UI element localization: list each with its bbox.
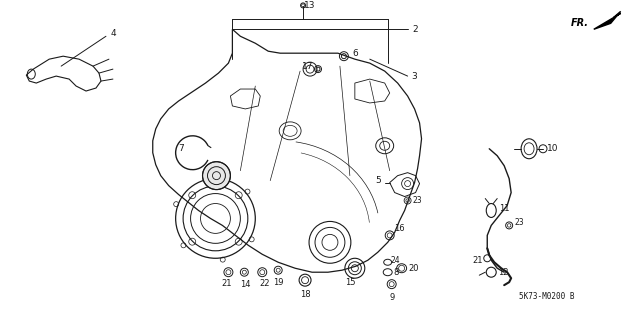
Text: 13: 13 — [304, 1, 316, 10]
Text: 12: 12 — [498, 268, 508, 277]
Text: 23: 23 — [515, 218, 524, 227]
Text: 15: 15 — [344, 278, 355, 287]
Text: 8: 8 — [393, 268, 398, 277]
Text: 3: 3 — [412, 71, 417, 81]
Text: 23: 23 — [413, 196, 422, 205]
Text: 16: 16 — [394, 224, 405, 233]
Text: 10: 10 — [547, 144, 559, 153]
Text: 14: 14 — [240, 280, 251, 289]
Text: 9: 9 — [389, 293, 394, 301]
Text: 17: 17 — [302, 62, 314, 70]
Text: 24: 24 — [391, 256, 401, 265]
Text: 21: 21 — [472, 256, 483, 265]
Text: 22: 22 — [259, 279, 269, 288]
Text: 6: 6 — [352, 49, 358, 58]
Text: FR.: FR. — [571, 18, 589, 28]
Text: 18: 18 — [300, 290, 310, 299]
Text: 19: 19 — [273, 278, 284, 287]
Text: 11: 11 — [499, 204, 509, 213]
Text: 5K73-M0200 B: 5K73-M0200 B — [519, 292, 575, 300]
Text: 5: 5 — [375, 176, 381, 185]
Text: 21: 21 — [221, 279, 232, 288]
Text: 7: 7 — [178, 144, 184, 153]
Text: 20: 20 — [408, 264, 419, 273]
Polygon shape — [594, 11, 621, 29]
Text: 4: 4 — [110, 29, 116, 38]
Ellipse shape — [202, 162, 230, 189]
Text: 2: 2 — [413, 25, 419, 34]
